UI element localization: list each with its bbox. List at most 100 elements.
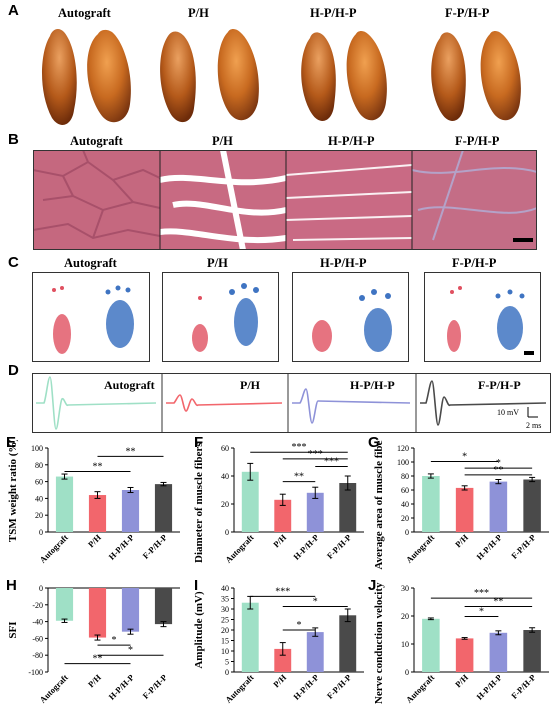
scale-voltage-label: 10 mV — [497, 408, 519, 417]
x-tick-label: F-P/H-P — [140, 672, 168, 700]
sig-label: ** — [493, 465, 503, 476]
y-tick-label: 60 — [221, 444, 229, 453]
trace-ph — [166, 394, 283, 412]
trace-label-fphp: F-P/H-P — [478, 378, 521, 392]
bar-j-3 — [523, 630, 541, 672]
sig-label: ** — [493, 596, 503, 607]
panel-label-e: E — [6, 434, 17, 451]
sig-label: * — [297, 620, 302, 631]
y-tick-label: 0 — [405, 668, 409, 677]
bar-e-0 — [55, 476, 74, 532]
panel-label-j: J — [368, 577, 377, 594]
bar-i-0 — [241, 602, 259, 672]
x-tick-label: P/H — [453, 672, 470, 689]
sig-label: * — [479, 607, 484, 618]
trace-label-autograft: Autograft — [104, 378, 155, 392]
footprint-fphp — [424, 272, 541, 362]
y-tick-label: 35 — [221, 595, 229, 604]
footprint-label-fphp: F-P/H-P — [452, 256, 497, 270]
y-tick-label: 30 — [221, 605, 229, 614]
scale-bar-c — [524, 351, 534, 355]
x-tick-label: H-P/H-P — [106, 532, 135, 561]
panel-label-g: G — [368, 434, 380, 451]
histology-strip — [33, 150, 537, 250]
y-tick-label: 80 — [35, 461, 43, 470]
x-tick-label: Autograft — [404, 672, 437, 705]
bar-j-2 — [489, 632, 508, 672]
x-tick-label: F-P/H-P — [140, 532, 168, 560]
x-tick-label: Autograft — [223, 672, 256, 705]
bar-i-3 — [339, 615, 357, 672]
y-tick-label: 25 — [221, 616, 229, 625]
bar-e-2 — [121, 490, 140, 532]
bar-j-1 — [455, 638, 474, 672]
y-tick-label: -80 — [32, 651, 43, 660]
bar-f-2 — [306, 492, 324, 532]
bar-j-0 — [422, 618, 440, 672]
bar-f-1 — [274, 499, 292, 532]
y-axis-label: Nerve conduction velocity (m/s) — [373, 580, 385, 704]
chart-j: Nerve conduction velocity (m/s) 0 10 20 30 Au… — [373, 580, 549, 705]
photo-label-ph: P/H — [188, 6, 209, 20]
x-tick-label: Autograft — [37, 672, 70, 705]
bar-h-1 — [88, 588, 107, 638]
y-axis-label: TSM weight ratio (%) — [7, 440, 19, 542]
sig-label: *** — [324, 456, 339, 467]
x-tick-label: H-P/H-P — [291, 672, 320, 701]
y-tick-label: 10 — [221, 647, 229, 656]
sig-label: *** — [308, 449, 323, 460]
bar-i-2 — [306, 632, 324, 672]
y-tick-label: 80 — [401, 472, 409, 481]
y-tick-label: 100 — [31, 444, 43, 453]
y-tick-label: -60 — [32, 634, 43, 643]
bar-g-2 — [489, 481, 508, 532]
sig-label: * — [128, 645, 133, 656]
y-tick-label: 40 — [221, 584, 229, 593]
emg-traces: Autograft P/H H-P/H-P F-P/H-P 10 mV 2 ms — [32, 373, 551, 433]
y-tick-label: 0 — [39, 528, 43, 537]
y-tick-label: 5 — [225, 658, 229, 667]
muscle-photos — [42, 29, 521, 125]
y-tick-label: 0 — [225, 528, 229, 537]
sig-label: ** — [294, 472, 304, 483]
y-tick-label: 20 — [221, 626, 229, 635]
scale-time-label: 2 ms — [526, 421, 541, 430]
y-tick-label: 20 — [401, 612, 409, 621]
x-tick-label: H-P/H-P — [106, 672, 135, 701]
footprint-label-autograft: Autograft — [64, 256, 117, 270]
x-tick-label: P/H — [86, 672, 103, 689]
trace-hphp — [292, 388, 411, 424]
trace-fphp — [420, 380, 547, 426]
x-tick-label: Autograft — [404, 532, 437, 565]
y-tick-label: 0 — [39, 584, 43, 593]
y-tick-label: 30 — [401, 584, 409, 593]
sig-label: ** — [126, 446, 136, 457]
y-tick-label: 20 — [35, 511, 43, 520]
y-tick-label: 120 — [397, 444, 409, 453]
sig-label: * — [112, 635, 117, 646]
sig-label: * — [313, 596, 318, 607]
x-tick-label: Autograft — [223, 532, 256, 565]
y-tick-label: 60 — [401, 486, 409, 495]
sig-label: ** — [93, 654, 103, 665]
bar-g-0 — [422, 476, 440, 532]
y-tick-label: 40 — [35, 494, 43, 503]
bar-g-1 — [455, 487, 474, 532]
bar-f-0 — [241, 471, 259, 532]
panel-label-b: B — [8, 131, 19, 148]
muscle-photo-fphp — [431, 31, 521, 121]
x-tick-label: H-P/H-P — [474, 672, 503, 701]
y-axis-label: SFI — [7, 621, 19, 638]
y-axis-label: Average area of muscle fibers (%) — [373, 440, 385, 570]
panel-label-f: F — [194, 434, 204, 451]
trace-label-hphp: H-P/H-P — [350, 378, 395, 392]
photo-label-fphp: F-P/H-P — [445, 6, 490, 20]
y-tick-label: 10 — [401, 640, 409, 649]
panel-label-d: D — [8, 362, 19, 379]
panel-label-h: H — [6, 577, 17, 594]
x-tick-label: F-P/H-P — [509, 672, 537, 700]
y-tick-label: -40 — [32, 618, 43, 627]
footprint-autograft — [32, 272, 150, 362]
y-axis-label: Diameter of muscle fibers (μm) — [193, 440, 205, 563]
